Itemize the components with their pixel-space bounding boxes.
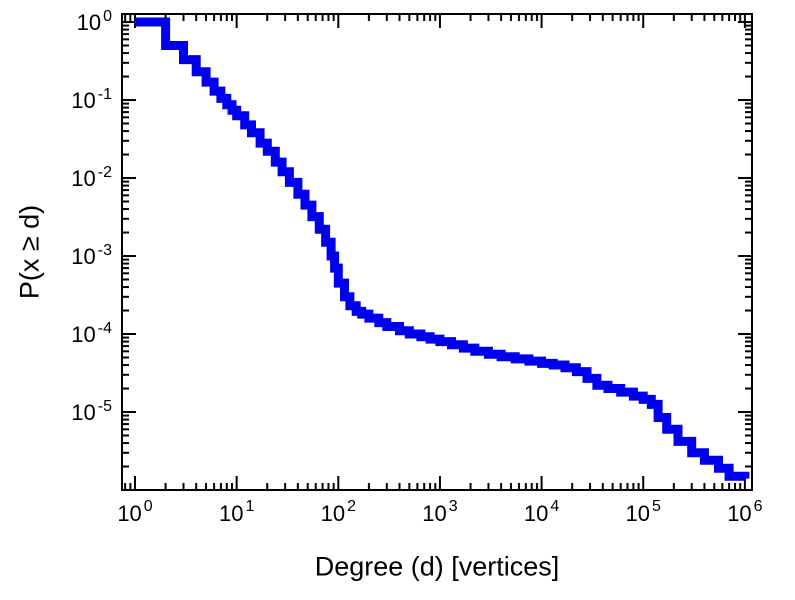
- x-tick-label: 10 3: [422, 498, 457, 526]
- y-tick-label: 10 -4: [71, 320, 112, 347]
- y-axis-label: P(x ≥ d): [14, 204, 45, 300]
- x-tick-label: 10 5: [626, 498, 661, 526]
- y-tick-label: 10 -2: [71, 164, 112, 191]
- plot-frame: [121, 13, 753, 491]
- ccdf-curve: [135, 17, 750, 481]
- x-tick-label: 10 1: [219, 498, 254, 526]
- x-axis-label: Degree (d) [vertices]: [314, 551, 560, 582]
- y-tick-label: 10 -3: [71, 242, 112, 269]
- x-tick-label: 10 6: [727, 498, 762, 526]
- y-tick-label: 10 -1: [71, 86, 112, 113]
- y-tick-label: 10 0: [77, 8, 112, 35]
- y-tick-label: 10 -5: [71, 398, 112, 425]
- x-tick-label: 10 4: [524, 498, 559, 526]
- x-tick-label: 10 0: [117, 498, 152, 526]
- x-tick-label: 10 2: [321, 498, 356, 526]
